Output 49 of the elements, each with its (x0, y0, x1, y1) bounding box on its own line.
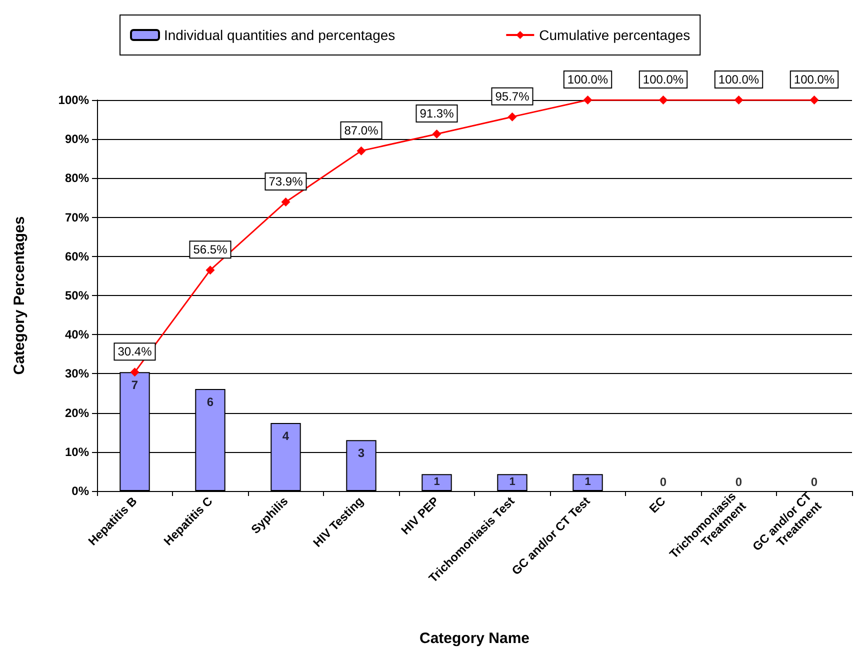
data-label: 100.0% (567, 72, 608, 86)
bar (422, 474, 452, 491)
y-tick-label: 10% (64, 444, 90, 459)
y-tick-label: 100% (58, 93, 90, 107)
annotation: 1 (509, 476, 516, 488)
point (810, 96, 819, 104)
point (658, 96, 668, 104)
point (508, 112, 517, 122)
bar (572, 474, 603, 491)
point (356, 146, 366, 156)
point (432, 130, 442, 139)
legend-label: Individual quantities and percentages (164, 27, 396, 43)
annotation: 0 (810, 475, 818, 489)
y-tick-label: 20% (64, 406, 90, 420)
annotation: 0 (735, 475, 742, 489)
y-tick-label: 0% (72, 484, 90, 498)
y-axis-title: Category Percentages (11, 216, 28, 375)
y-tick-label: 60% (64, 249, 90, 264)
annotation: 0 (660, 475, 667, 489)
point (206, 266, 215, 275)
y-tick-label: 80% (64, 171, 90, 186)
y-tick-label: 40% (64, 328, 90, 342)
data-label: 100.0% (794, 72, 835, 86)
annotation: 1 (434, 476, 440, 488)
x-tick-label: EC (646, 494, 668, 516)
data-label: 100.0% (718, 72, 760, 86)
annotation: 1 (584, 476, 591, 488)
legend-label: Cumulative percentages (539, 27, 690, 43)
bar (497, 474, 528, 491)
data-label: 56.5% (193, 242, 228, 257)
x-axis-title: Category Name (419, 630, 530, 647)
data-label: 95.7% (495, 89, 530, 104)
point (583, 96, 592, 104)
data-label: 100.0% (642, 72, 684, 86)
annotation: 6 (206, 394, 214, 409)
annotation: 3 (358, 446, 365, 460)
y-tick-label: 70% (64, 210, 90, 224)
data-label: 73.9% (268, 174, 304, 189)
y-tick-label: 30% (64, 366, 90, 381)
data-label: 91.3% (420, 106, 454, 121)
annotation: 4 (282, 428, 290, 443)
point (734, 96, 744, 104)
annotation: 7 (131, 378, 138, 392)
data-label: 30.4% (118, 344, 152, 359)
y-tick-label: 90% (64, 132, 90, 146)
y-tick-label: 50% (64, 288, 90, 302)
data-label: 87.0% (344, 123, 379, 138)
point (281, 198, 290, 207)
point (130, 368, 140, 377)
